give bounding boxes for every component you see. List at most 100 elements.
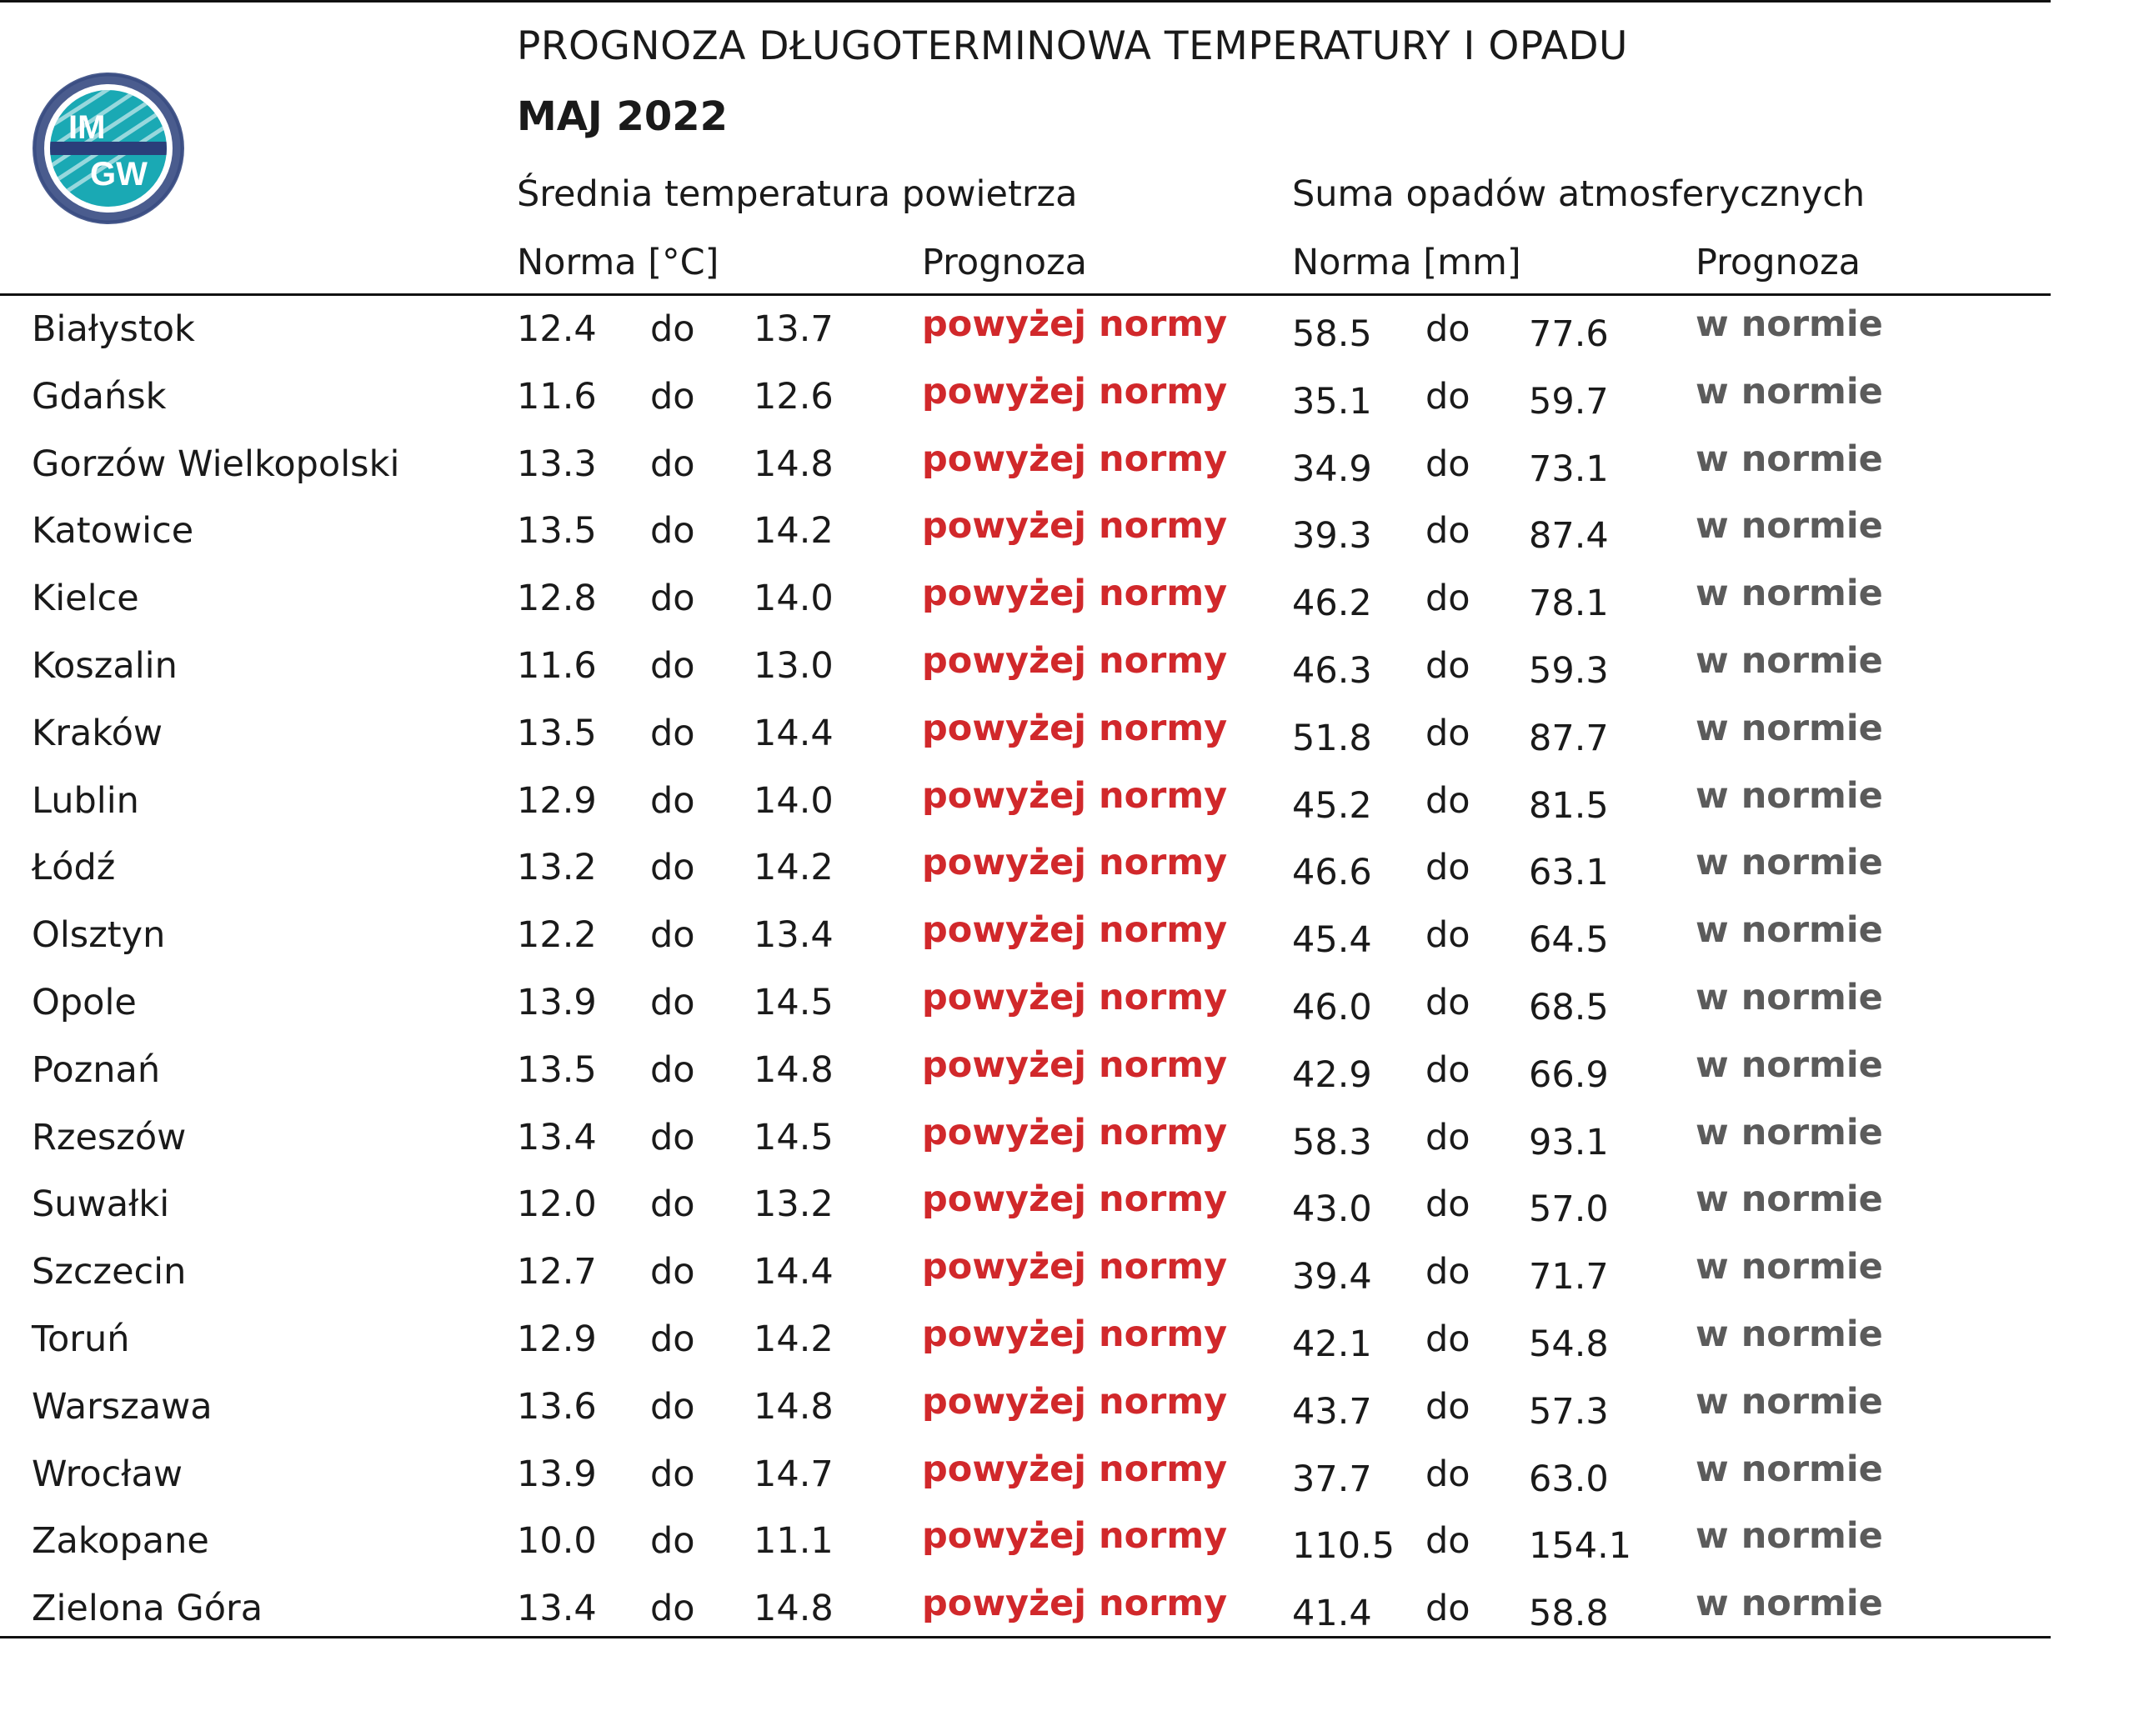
precip-norm-separator: do	[1425, 510, 1470, 553]
precip-norm-max: 71.7	[1529, 1256, 1609, 1298]
precip-norm-max: 78.1	[1529, 583, 1609, 625]
precip-forecast: w normie	[1696, 842, 1883, 884]
precip-norm-separator: do	[1425, 847, 1470, 889]
temp-forecast: powyżej normy	[922, 1246, 1228, 1288]
temp-norm-separator: do	[650, 847, 695, 889]
table-row: Poznań 13.5 do 14.8 powyżej normy 42.9 do 66.9 w…	[0, 1041, 2051, 1108]
temp-forecast: powyżej normy	[922, 1043, 1228, 1086]
table-row: Opole 13.9 do 14.5 powyżej normy 46.0 do 68.5 w …	[0, 973, 2051, 1041]
precip-norm-min: 35.1	[1292, 380, 1372, 423]
precip-forecast: w normie	[1696, 639, 1883, 682]
page-subtitle: MAJ 2022	[517, 93, 729, 140]
precip-norm-separator: do	[1425, 375, 1470, 418]
city-name: Opole	[32, 981, 137, 1023]
temp-forecast: powyżej normy	[922, 438, 1228, 480]
temp-norm-separator: do	[650, 644, 695, 687]
precip-norm-max: 57.3	[1529, 1390, 1609, 1433]
city-name: Gorzów Wielkopolski	[32, 443, 400, 485]
temp-norm-max: 14.8	[754, 1385, 834, 1428]
temp-norm-min: 13.3	[517, 443, 597, 485]
precip-norm-max: 54.8	[1529, 1323, 1609, 1365]
precip-norm-min: 51.8	[1292, 717, 1372, 759]
temp-norm-min: 13.4	[517, 1116, 597, 1158]
temp-norm-separator: do	[650, 1520, 695, 1563]
temp-norm-separator: do	[650, 1251, 695, 1293]
temp-norm-max: 11.1	[754, 1520, 834, 1563]
precip-norm-min: 45.2	[1292, 784, 1372, 827]
table-row: Zakopane 10.0 do 11.1 powyżej normy 110.5 do 15…	[0, 1512, 2051, 1579]
page-title: PROGNOZA DŁUGOTERMINOWA TEMPERATURY I OP…	[517, 23, 1628, 69]
precip-norm-min: 46.3	[1292, 649, 1372, 692]
precip-norm-min: 41.4	[1292, 1593, 1372, 1635]
temp-norm-max: 14.2	[754, 847, 834, 889]
table-row: Toruń 12.9 do 14.2 powyżej normy 42.1 do 54.8 w …	[0, 1310, 2051, 1378]
table-row: Kielce 12.8 do 14.0 powyżej normy 46.2 do 78.1 w…	[0, 569, 2051, 637]
precip-norm-max: 59.7	[1529, 380, 1609, 423]
precip-norm-max: 58.8	[1529, 1593, 1609, 1635]
temp-forecast: powyżej normy	[922, 976, 1228, 1018]
precip-norm-min: 43.7	[1292, 1390, 1372, 1433]
precip-norm-max: 57.0	[1529, 1188, 1609, 1231]
city-name: Zakopane	[32, 1520, 209, 1563]
temp-forecast-header: Prognoza	[922, 242, 1087, 283]
precip-forecast: w normie	[1696, 1111, 1883, 1153]
table-row: Kraków 13.5 do 14.4 powyżej normy 51.8 do 87.7 w…	[0, 704, 2051, 772]
table-row: Szczecin 12.7 do 14.4 powyżej normy 39.4 do 71.…	[0, 1243, 2051, 1310]
precip-norm-max: 81.5	[1529, 784, 1609, 827]
temp-norm-min: 13.5	[517, 510, 597, 553]
temp-norm-separator: do	[650, 375, 695, 418]
precip-forecast: w normie	[1696, 1380, 1883, 1423]
precip-forecast: w normie	[1696, 438, 1883, 480]
temp-norm-min: 12.4	[517, 308, 597, 350]
temp-norm-max: 13.4	[754, 914, 834, 957]
temp-norm-separator: do	[650, 308, 695, 350]
precip-norm-max: 87.4	[1529, 515, 1609, 558]
city-name: Kraków	[32, 712, 163, 754]
precip-forecast: w normie	[1696, 1515, 1883, 1558]
table-row: Rzeszów 13.4 do 14.5 powyżej normy 58.3 do 93.1…	[0, 1108, 2051, 1176]
precip-norm-max: 93.1	[1529, 1121, 1609, 1163]
precip-norm-separator: do	[1425, 443, 1470, 485]
precip-norm-max: 154.1	[1529, 1525, 1632, 1568]
temp-norm-max: 14.2	[754, 510, 834, 553]
temp-norm-max: 13.2	[754, 1183, 834, 1226]
city-name: Zielona Góra	[32, 1588, 263, 1630]
precip-norm-max: 77.6	[1529, 313, 1609, 355]
precip-norm-separator: do	[1425, 1048, 1470, 1091]
temp-norm-min: 12.2	[517, 914, 597, 957]
temp-forecast: powyżej normy	[922, 1515, 1228, 1558]
header-divider	[0, 293, 2051, 296]
precip-norm-min: 43.0	[1292, 1188, 1372, 1231]
temp-norm-separator: do	[650, 1116, 695, 1158]
precip-norm-min: 58.3	[1292, 1121, 1372, 1163]
precip-forecast: w normie	[1696, 774, 1883, 817]
table-row: Wrocław 13.9 do 14.7 powyżej normy 37.7 do 63.0…	[0, 1445, 2051, 1513]
table-row: Lublin 12.9 do 14.0 powyżej normy 45.2 do 81.5 w…	[0, 772, 2051, 839]
precip-forecast: w normie	[1696, 976, 1883, 1018]
temp-norm-max: 14.8	[754, 443, 834, 485]
precip-norm-separator: do	[1425, 308, 1470, 350]
temp-norm-min: 13.2	[517, 847, 597, 889]
temp-norm-separator: do	[650, 779, 695, 822]
precip-forecast: w normie	[1696, 1313, 1883, 1355]
temp-forecast: powyżej normy	[922, 1111, 1228, 1153]
precip-norm-max: 87.7	[1529, 717, 1609, 759]
city-name: Gdańsk	[32, 375, 167, 418]
temp-forecast: powyżej normy	[922, 1313, 1228, 1355]
temp-forecast: powyżej normy	[922, 1380, 1228, 1423]
precip-norm-min: 42.1	[1292, 1323, 1372, 1365]
precip-forecast: w normie	[1696, 370, 1883, 413]
city-name: Suwałki	[32, 1183, 170, 1226]
city-name: Katowice	[32, 510, 194, 553]
precip-norm-max: 73.1	[1529, 448, 1609, 490]
city-name: Koszalin	[32, 644, 178, 687]
temp-norm-min: 12.9	[517, 1318, 597, 1360]
table-row: Suwałki 12.0 do 13.2 powyżej normy 43.0 do 57.0…	[0, 1175, 2051, 1243]
precip-norm-min: 46.6	[1292, 852, 1372, 894]
precip-norm-max: 59.3	[1529, 649, 1609, 692]
table-row: Zielona Góra 13.4 do 14.8 powyżej normy 41.4 d…	[0, 1579, 2051, 1647]
precip-forecast: w normie	[1696, 909, 1883, 952]
precip-norm-min: 46.2	[1292, 583, 1372, 625]
precip-norm-separator: do	[1425, 1183, 1470, 1226]
precip-norm-separator: do	[1425, 981, 1470, 1023]
